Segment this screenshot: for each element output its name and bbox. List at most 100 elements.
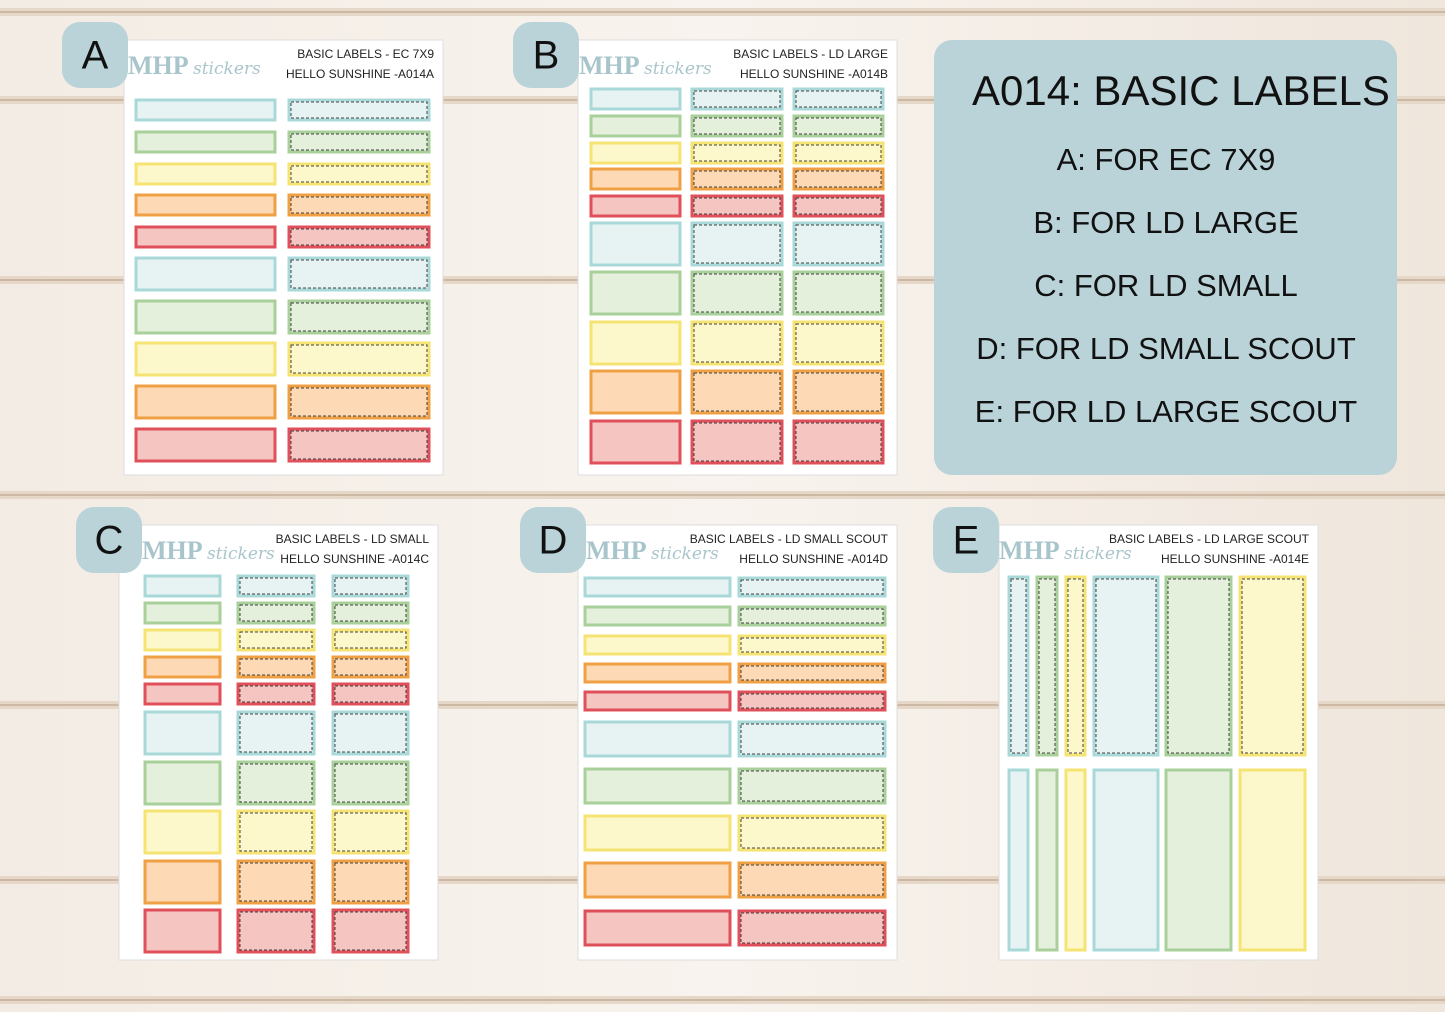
label-dash: [334, 658, 407, 676]
label-sticker: [134, 225, 277, 249]
label-sticker: [331, 760, 410, 806]
label-dash: [693, 224, 781, 264]
label-sticker: [134, 193, 277, 217]
label-dash: [1167, 578, 1230, 754]
label-dash: [290, 387, 428, 417]
label-sticker: [589, 87, 682, 111]
label-sticker: [737, 767, 887, 805]
label-dash: [239, 631, 313, 649]
label-sticker: [236, 809, 316, 855]
label-sticker: [583, 767, 732, 805]
label-dash: [239, 763, 313, 803]
label-dash: [290, 196, 428, 214]
brand-mark: MHP: [999, 536, 1060, 565]
sheet-subtitle: HELLO SUNSHINE -A014B: [740, 67, 888, 81]
label-dash: [334, 812, 407, 852]
label-sticker: [134, 341, 277, 377]
label-sticker: [331, 859, 410, 905]
label-dash: [795, 90, 882, 108]
label-sticker: [134, 130, 277, 154]
label-dash: [290, 165, 428, 183]
brand-mark: MHP: [128, 51, 189, 80]
label-sticker: [589, 141, 682, 165]
label-dash: [740, 637, 884, 653]
label-dash: [290, 133, 428, 151]
label-sticker: [1092, 768, 1160, 952]
badge-letter: B: [533, 34, 560, 78]
label-sticker: [1064, 768, 1087, 952]
label-sticker: [236, 601, 316, 625]
label-sticker: [331, 710, 410, 756]
panel-line: C: FOR LD SMALL: [1034, 268, 1298, 303]
label-sticker: [792, 221, 885, 267]
label-dash: [795, 323, 882, 363]
label-sticker: [792, 87, 885, 111]
label-dash: [334, 577, 407, 595]
label-sticker: [331, 908, 410, 954]
label-dash: [1241, 578, 1304, 754]
label-sticker: [1035, 575, 1059, 757]
sheet-subtitle: HELLO SUNSHINE -A014C: [280, 552, 429, 566]
label-sticker: [1007, 768, 1030, 952]
label-dash: [693, 117, 781, 135]
label-sticker: [236, 655, 316, 679]
label-sticker: [583, 720, 732, 758]
label-sticker: [792, 369, 885, 415]
label-sticker: [589, 369, 682, 415]
label-dash: [795, 273, 882, 313]
label-sticker: [583, 576, 732, 598]
brand-script: stickers: [207, 544, 275, 564]
sheet-badge: [62, 22, 128, 88]
label-dash: [1095, 578, 1157, 754]
label-sticker: [737, 720, 887, 758]
label-sticker: [690, 141, 784, 165]
label-dash: [239, 658, 313, 676]
label-dash: [239, 604, 313, 622]
brand-mark: MHP: [579, 51, 640, 80]
panel-title: A014: BASIC LABELS: [972, 67, 1390, 114]
label-dash: [334, 862, 407, 902]
label-dash: [740, 817, 884, 849]
label-sticker: [589, 270, 682, 316]
label-sticker: [331, 628, 410, 652]
label-sticker: [690, 221, 784, 267]
badge-letter: D: [539, 519, 568, 563]
label-sticker: [1064, 575, 1087, 757]
label-sticker: [287, 162, 431, 186]
label-sticker: [589, 221, 682, 267]
label-sticker: [589, 167, 682, 191]
label-sticker: [792, 114, 885, 138]
label-sticker: [143, 760, 222, 806]
label-sticker: [287, 341, 431, 377]
label-sticker: [134, 162, 277, 186]
label-dash: [693, 372, 781, 412]
panel-line: A: FOR EC 7X9: [1057, 142, 1276, 177]
label-sticker: [589, 114, 682, 138]
label-dash: [740, 770, 884, 802]
label-dash: [693, 90, 781, 108]
label-sticker: [792, 270, 885, 316]
label-sticker: [737, 576, 887, 598]
label-sticker: [287, 299, 431, 335]
label-sticker: [331, 655, 410, 679]
label-dash: [1010, 578, 1027, 754]
label-sticker: [792, 194, 885, 218]
label-sticker: [737, 690, 887, 712]
sheet-badge: [76, 507, 142, 573]
label-sticker: [737, 662, 887, 684]
label-sticker: [143, 710, 222, 756]
label-sticker: [589, 419, 682, 465]
sheet-badge: [513, 22, 579, 88]
sheet-badge: [933, 507, 999, 573]
label-sticker: [792, 167, 885, 191]
label-sticker: [690, 369, 784, 415]
label-sticker: [737, 814, 887, 852]
label-dash: [693, 273, 781, 313]
label-sticker: [583, 662, 732, 684]
label-sticker: [1035, 768, 1059, 952]
label-dash: [334, 713, 407, 753]
label-dash: [334, 911, 407, 951]
panel-line: E: FOR LD LARGE SCOUT: [975, 394, 1357, 429]
label-dash: [795, 117, 882, 135]
label-dash: [795, 224, 882, 264]
